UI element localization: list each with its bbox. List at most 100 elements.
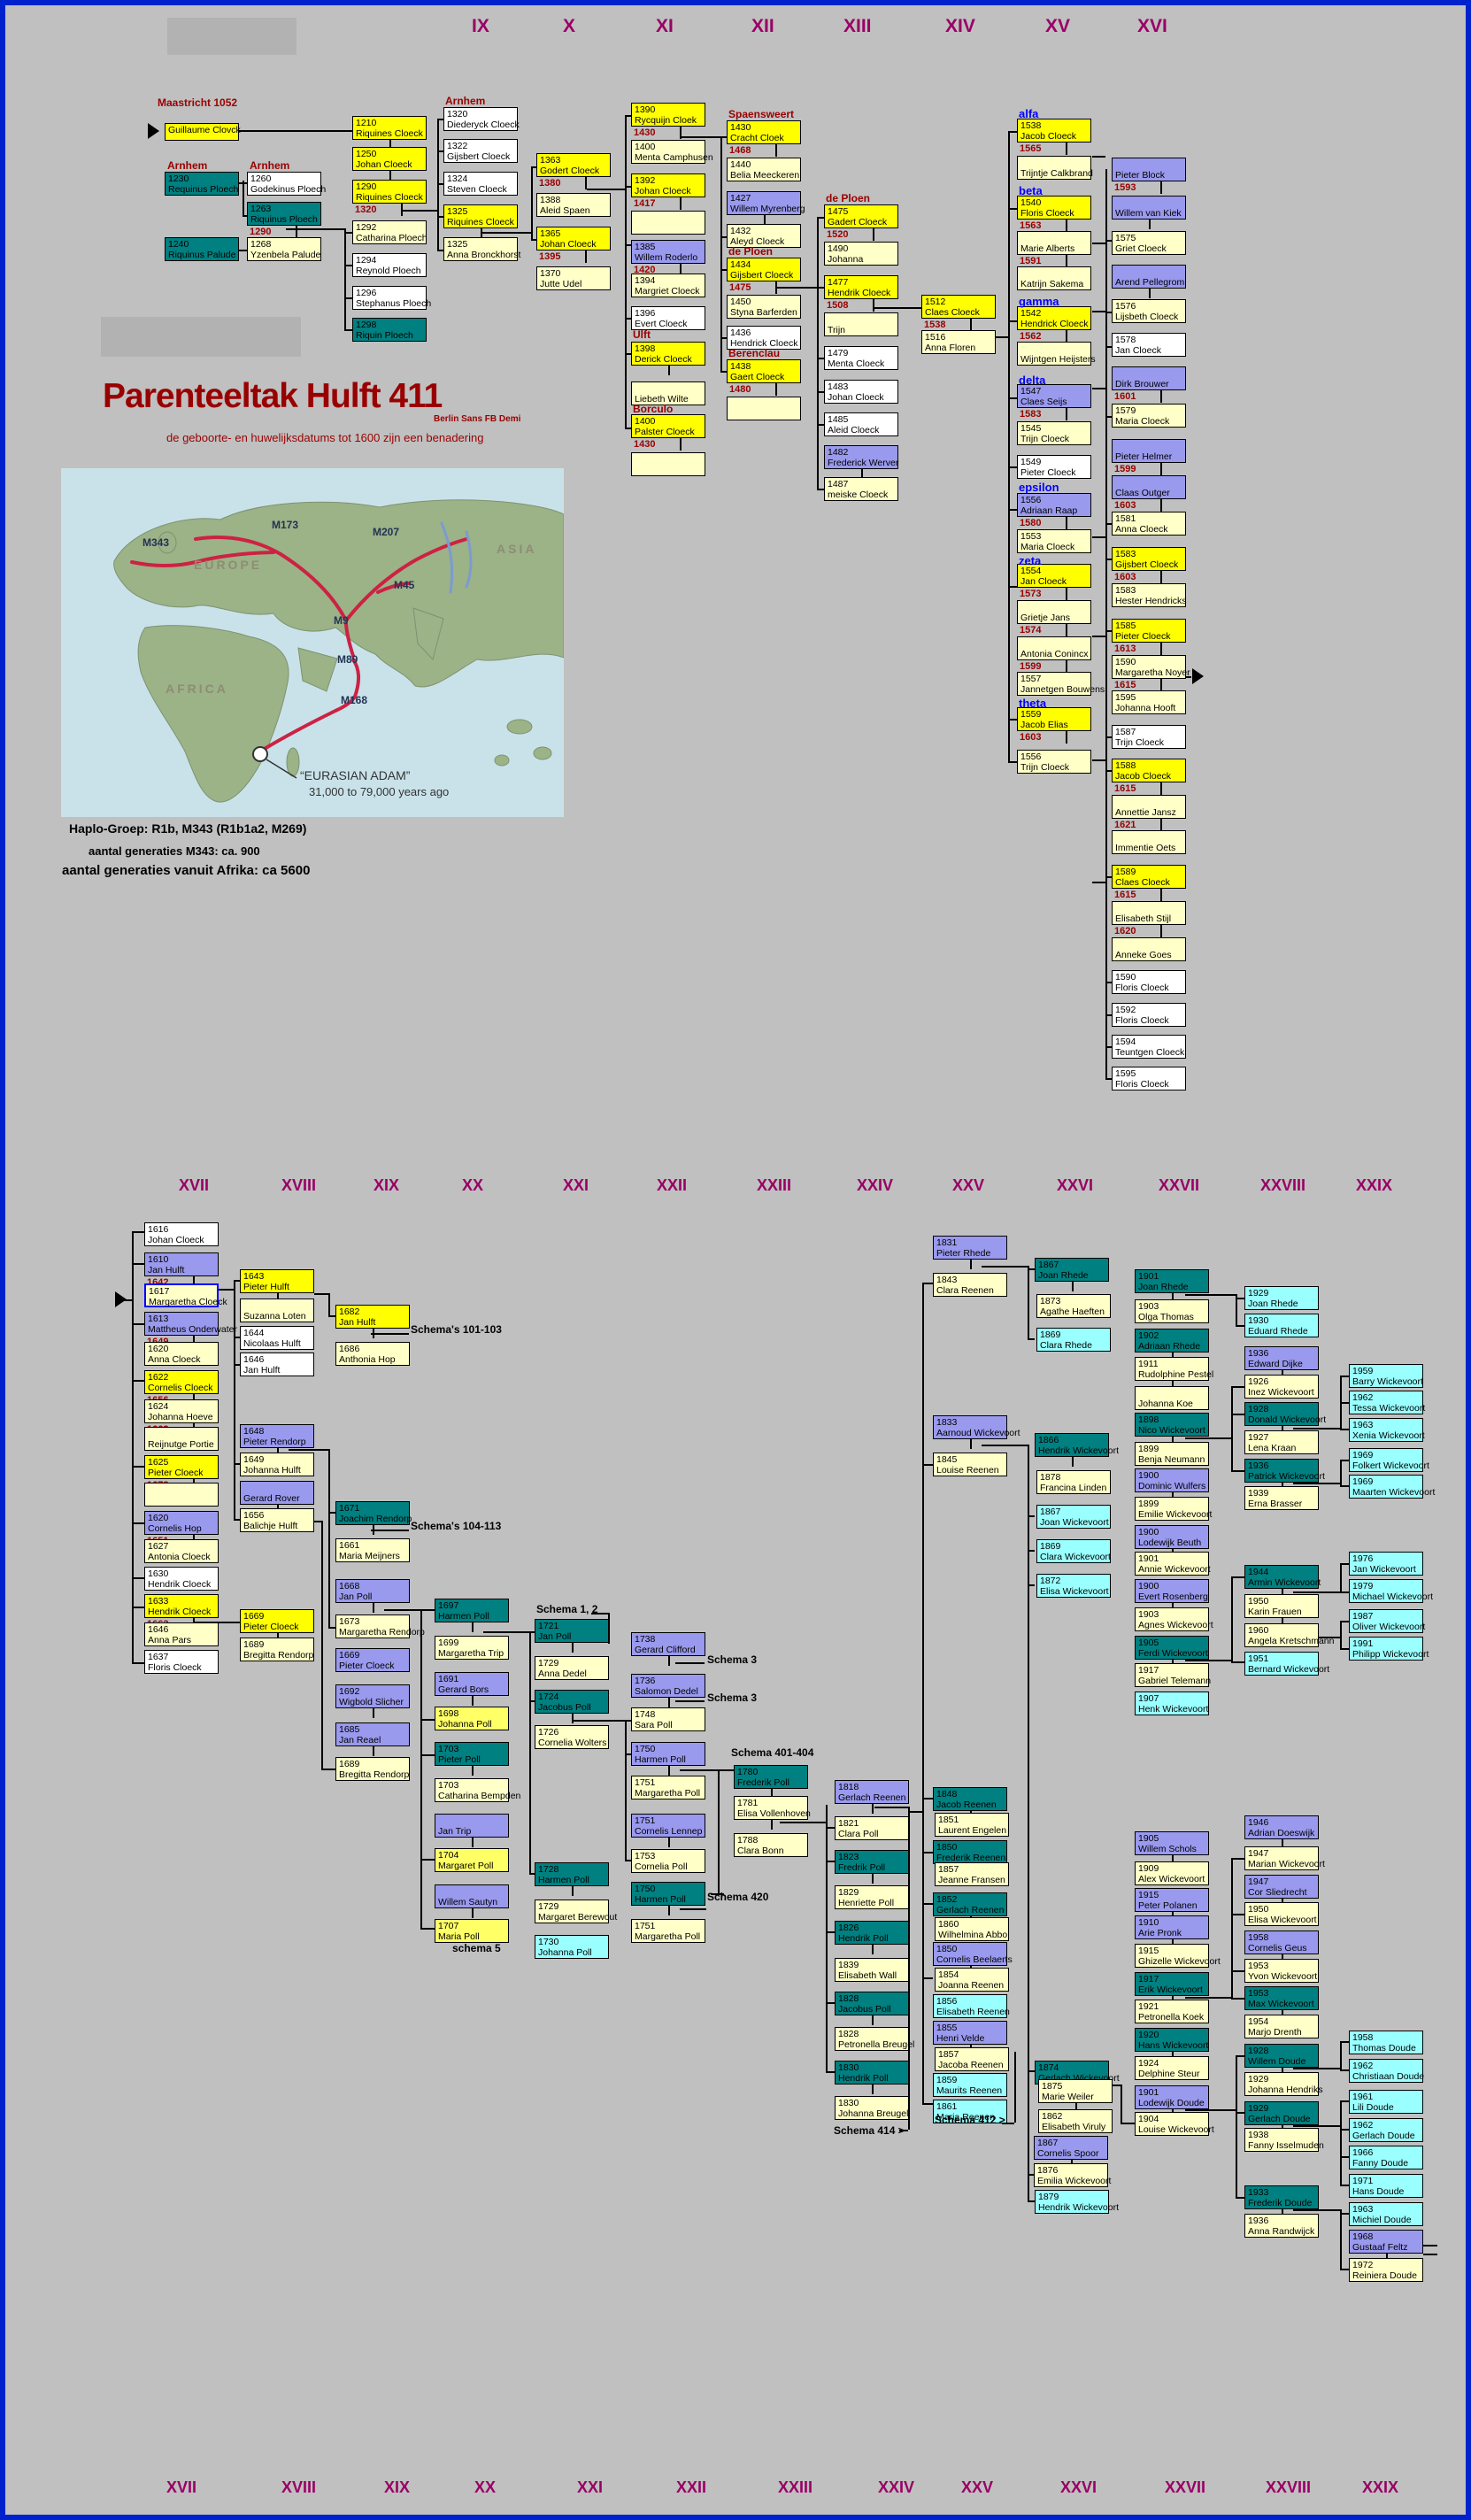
person-box: 1947 Cor Sliedrecht <box>1244 1875 1319 1899</box>
person-box: 1900 Evert Rosenberg <box>1135 1579 1209 1603</box>
person-name: Elisabeth Wall <box>838 1970 897 1981</box>
person-box: 1656 Balichje Hulft <box>240 1508 314 1532</box>
generation-numeral-mid: XXI <box>563 1176 589 1194</box>
person-year: 1644 <box>243 1328 265 1338</box>
person-box: 1828 Jacobus Poll <box>835 1992 909 2015</box>
connector-vline <box>1231 1386 1233 1470</box>
person-year <box>1115 939 1185 950</box>
connector-hline <box>675 1700 705 1702</box>
generation-numeral-mid: XXIV <box>857 1176 894 1194</box>
person-year: 1649 <box>243 1454 265 1465</box>
connector-hline <box>922 1464 933 1466</box>
person-name: Angela Kretschmann <box>1248 1636 1335 1646</box>
person-year: 1859 <box>936 2075 958 2085</box>
marriage-link-line <box>1066 330 1067 343</box>
person-box: 1821 Clara Poll <box>835 1816 909 1840</box>
person-name: Donald Wickevoort <box>1248 1414 1327 1425</box>
person-box: 1750 Harmen Poll <box>631 1742 705 1766</box>
connector-vline <box>529 1631 531 1873</box>
person-year: 1697 <box>438 1600 459 1611</box>
connector-hline <box>625 115 631 117</box>
person-year: 1320 <box>447 109 468 119</box>
marriage-link-line <box>970 1260 972 1269</box>
marriage-year-label: 1613 <box>1114 643 1136 654</box>
marriage-link-line <box>1075 2103 1077 2113</box>
person-year: 1738 <box>635 1634 656 1645</box>
connector-hline <box>817 424 824 426</box>
person-box: Willem van Kiek <box>1112 196 1186 220</box>
generation-numeral-bottom: XX <box>474 2478 497 2496</box>
person-year: 1928 <box>1248 1404 1269 1414</box>
connector-hline <box>1028 1268 1035 1270</box>
connector-hline <box>720 236 727 238</box>
person-name: Pieter Cloeck <box>339 1661 395 1671</box>
person-box: 1751 Margaretha Poll <box>631 1919 705 1943</box>
person-year: 1648 <box>243 1426 265 1437</box>
person-year: 1854 <box>938 1969 959 1980</box>
person-year: 1392 <box>635 175 656 186</box>
marriage-link-line <box>970 1439 972 1449</box>
person-box: 1610 Jan Hulft <box>144 1252 219 1276</box>
marriage-year-label: 1573 <box>1020 589 1042 599</box>
marriage-link-line <box>1160 782 1162 795</box>
person-box: 1926 Inez Wickevoort <box>1244 1375 1319 1399</box>
person-box: 1436 Hendrick Cloeck <box>727 326 801 350</box>
person-year: 1427 <box>730 193 751 204</box>
connector-hline <box>982 1266 1028 1268</box>
marriage-link-line <box>872 1804 874 1814</box>
person-name: Laurent Engelen <box>938 1825 1007 1836</box>
connector-hline <box>1185 1294 1236 1296</box>
connector-hline <box>1293 1591 1340 1593</box>
person-box: 1872 Elisa Wickevoort <box>1036 1574 1111 1598</box>
person-box: 1968 Gustaaf Feltz <box>1349 2230 1423 2254</box>
connector-hline <box>1340 2129 1349 2131</box>
pointer-arrow-icon <box>148 123 159 139</box>
person-box: 1682 Jan Hulft <box>335 1305 410 1329</box>
connector-hline <box>826 2002 835 2004</box>
person-name: Michiel Doude <box>1352 2215 1412 2225</box>
person-name: Hester Hendricks <box>1115 596 1187 606</box>
person-year: 1911 <box>1138 1359 1159 1369</box>
person-name: Wigbold Slicher <box>339 1697 404 1707</box>
person-name: Clara Wickevoort <box>1040 1552 1111 1562</box>
person-name: Louise Wickevoort <box>1138 2124 1214 2135</box>
person-year: 1549 <box>1020 457 1042 467</box>
person-name: Yzenbela Palude <box>250 250 321 260</box>
person-year <box>243 1300 313 1311</box>
person-box: 1668 Jan Poll <box>335 1579 410 1603</box>
person-year: 1620 <box>148 1513 169 1523</box>
person-name: Maria Cloeck <box>1020 542 1075 552</box>
person-box: 1616 Johan Cloeck <box>144 1222 219 1246</box>
person-year: 1322 <box>447 141 468 151</box>
person-year: 1613 <box>148 1314 169 1324</box>
person-box: 1698 Johanna Poll <box>435 1707 509 1730</box>
person-year: 1857 <box>938 2049 959 2060</box>
person-name: Hendrik Cloeck <box>148 1579 212 1590</box>
person-name: Erik Wickevoort <box>1138 1984 1203 1995</box>
person-year: 1637 <box>148 1652 169 1662</box>
connector-hline <box>826 1931 835 1933</box>
connector-hline <box>775 287 817 289</box>
person-box: 1427 Willem Myrenberg <box>727 191 805 215</box>
person-box: 1583 Hester Hendricks <box>1112 583 1187 607</box>
connector-hline <box>817 287 824 289</box>
person-name: Frederik Poll <box>737 1777 789 1788</box>
person-name: Anna Cloeck <box>1115 524 1168 535</box>
person-box: 1987 Oliver Wickevoort <box>1349 1609 1425 1633</box>
person-year: 1929 <box>1248 2074 1269 2085</box>
person-name: Lodewijk Beuth <box>1138 1537 1202 1548</box>
connector-hline <box>321 1769 335 1770</box>
person-box: 1692 Wigbold Slicher <box>335 1684 410 1708</box>
person-year: 1479 <box>828 348 849 358</box>
person-box: 1850 Cornelis Beelaerts <box>933 1942 1013 1966</box>
person-name: Annie Wickevoort <box>1138 1564 1211 1575</box>
connector-hline <box>234 1463 240 1465</box>
connector-hline <box>132 1577 144 1579</box>
person-box: 1637 Floris Cloeck <box>144 1650 219 1674</box>
person-name: Jan Reael <box>339 1735 381 1746</box>
person-name: Margaretha Poll <box>635 1931 701 1942</box>
person-year: 1370 <box>540 268 561 279</box>
connector-hline <box>591 1613 608 1614</box>
person-name: Jan Cloeck <box>1115 345 1161 356</box>
person-year <box>1115 477 1185 488</box>
